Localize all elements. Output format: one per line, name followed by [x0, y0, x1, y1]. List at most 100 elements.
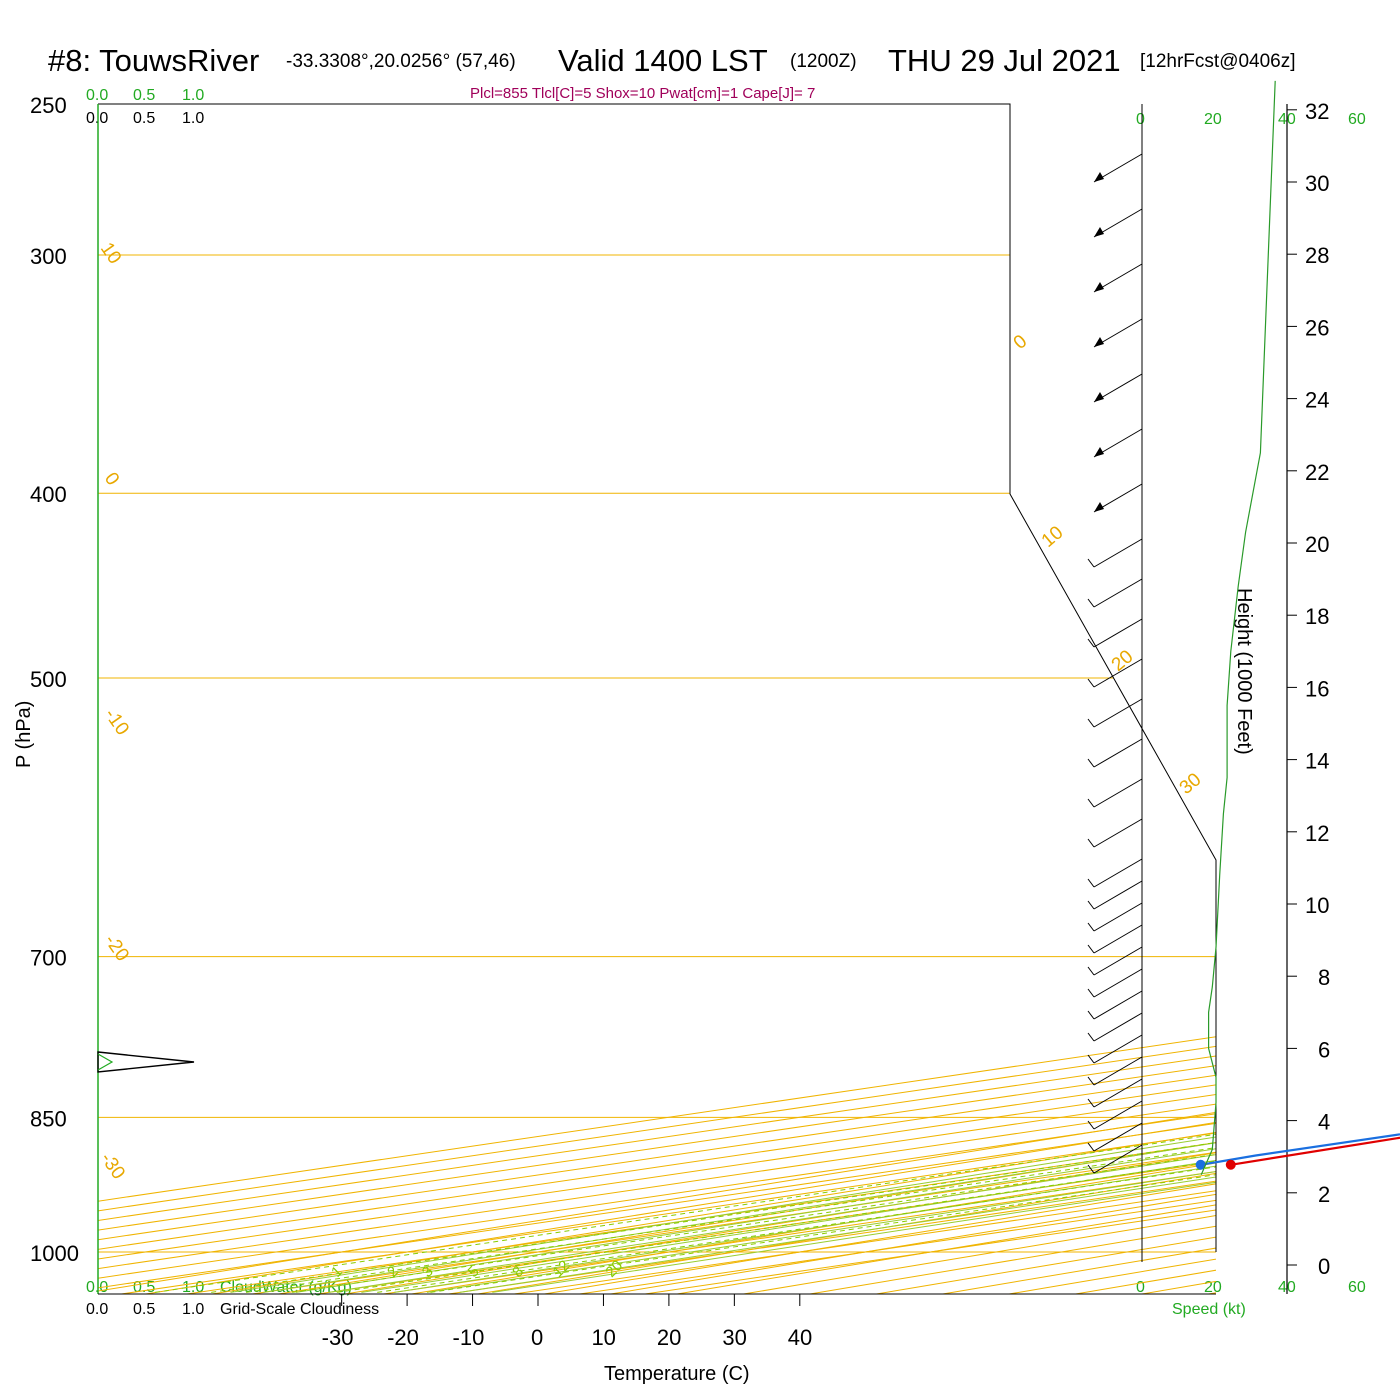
temperature-tick-label: -20: [387, 1325, 419, 1350]
diagram-border: [98, 103, 1217, 1252]
wind-barb-flag-icon: [1094, 447, 1104, 457]
bottom-cloudwater-tick-0: 0.0: [86, 1279, 108, 1296]
wind-barb-icon: [1093, 578, 1143, 608]
wind-barb-icon: [1093, 880, 1143, 910]
station-title: #8: TouwsRiver: [48, 43, 259, 78]
wind-barb-icon: [1093, 1078, 1143, 1108]
speed-top-tick-3: 60: [1348, 111, 1366, 128]
temperature-tick-label: 40: [788, 1325, 812, 1350]
dry-adiabat-line: [98, 104, 1216, 1294]
wind-barb-icon: [1093, 990, 1143, 1020]
top-cloudwater-tick-0: 0.0: [86, 87, 108, 104]
dry-adiabat-line: [98, 104, 1216, 1294]
isotherm-line: [98, 104, 1216, 1294]
isotherm-line: [98, 104, 1216, 1294]
mixing-ratio-line: [211, 492, 1216, 1293]
utc-time: (1200Z): [790, 51, 857, 72]
valid-date: THU 29 Jul 2021: [888, 43, 1121, 78]
isotherm-label: -30: [96, 1149, 129, 1184]
x-axis-title: Temperature (C): [604, 1363, 750, 1385]
isotherm-line: [98, 104, 1216, 1294]
wind-barb-feather-icon: [1087, 598, 1095, 608]
wind-barb-icon: [1093, 902, 1143, 932]
bottom-cloudiness-tick-1: 0.5: [133, 1301, 155, 1318]
temperature-tick-label: 30: [722, 1325, 746, 1350]
pressure-tick-label: 700: [30, 946, 67, 971]
temperature-tick-label: -30: [322, 1325, 354, 1350]
wind-barb-icon: [1093, 698, 1143, 728]
height-tick-label: 26: [1305, 315, 1329, 340]
temperature-tick-label: 0: [531, 1325, 543, 1350]
height-tick-label: 4: [1318, 1110, 1330, 1135]
wind-barb-feather-icon: [1087, 1054, 1095, 1064]
pressure-tick-label: 300: [30, 244, 67, 269]
dry-adiabat-line: [98, 104, 1216, 1294]
chart-generated-layer: 1 2 3 5 8 12 20100-10-20-300102030250300400500…: [30, 80, 1400, 1350]
temperature-tick-label: 10: [591, 1325, 615, 1350]
dry-adiabat-line: [98, 104, 1216, 1294]
mixing-ratio-line: [154, 492, 1216, 1293]
wind-barb-icon: [1093, 946, 1143, 976]
height-tick-label: 16: [1305, 676, 1329, 701]
station-coords: -33.3308°,20.0256° (57,46): [286, 51, 516, 72]
diagram-area: [98, 104, 1216, 1294]
wind-barb-feather-icon: [1087, 966, 1095, 976]
wind-barb-icon: [1093, 1100, 1143, 1130]
isotherm-label: 10: [96, 239, 125, 268]
wind-barb-icon: [1093, 1144, 1143, 1174]
height-tick-label: 2: [1318, 1182, 1330, 1207]
moist-adiabat-line: [361, 104, 1216, 1293]
wind-barb-icon: [1093, 968, 1143, 998]
isotherm-line: [98, 104, 1216, 1294]
cloudwater-indicator-icon: [97, 1053, 114, 1071]
mixing-ratio-line: [292, 492, 1216, 1293]
wind-barb-feather-icon: [1087, 558, 1095, 568]
pressure-tick-label: 850: [30, 1106, 67, 1131]
dewpoint-surface-marker: [1195, 1159, 1206, 1170]
cloudiness-label: Grid-Scale Cloudiness: [220, 1301, 379, 1318]
top-cloudwater-tick-2: 1.0: [182, 87, 204, 104]
dry-adiabat-line: [98, 104, 1216, 1294]
pressure-tick-label: 500: [30, 667, 67, 692]
right-isotherm-label: 20: [1108, 646, 1138, 676]
wind-barb-feather-icon: [1087, 878, 1095, 888]
wind-barb-feather-icon: [1087, 1032, 1095, 1042]
isotherm-line: [98, 104, 1216, 1294]
wind-barb-icon: [1093, 924, 1143, 954]
isotherm-line: [98, 104, 1216, 1294]
moist-adiabat-line: [492, 104, 1216, 1293]
mixing-ratio-line: [245, 492, 1216, 1293]
top-cloudiness-tick-2: 1.0: [182, 110, 204, 127]
speed-bottom-tick-1: 20: [1204, 1279, 1222, 1296]
pressure-tick-label: 400: [30, 482, 67, 507]
wind-barb-feather-icon: [1087, 758, 1095, 768]
wind-barb-feather-icon: [1087, 900, 1095, 910]
isotherm-line: [98, 104, 1216, 1294]
wind-barb-icon: [1093, 818, 1143, 848]
wind-barb-feather-icon: [1087, 798, 1095, 808]
wind-barb-flag-icon: [1094, 502, 1104, 512]
isotherm-line: [98, 104, 1216, 1294]
isotherm-line: [98, 104, 1216, 1294]
dry-adiabat-line: [98, 104, 1216, 1294]
wind-barb-feather-icon: [1087, 988, 1095, 998]
isotherm-label: -10: [100, 705, 133, 740]
dry-adiabat-line: [540, 104, 1216, 1294]
top-cloudiness-tick-1: 0.5: [133, 110, 155, 127]
bottom-cloudiness-tick-0: 0.0: [86, 1301, 108, 1318]
isotherm-line: [98, 104, 1216, 1294]
wind-barb-icon: [1093, 1034, 1143, 1064]
wind-barb-feather-icon: [1087, 1120, 1095, 1130]
height-tick-label: 28: [1305, 243, 1329, 268]
wind-barb-icon: [1093, 1122, 1143, 1152]
height-tick-label: 12: [1305, 821, 1329, 846]
right-isotherm-label: 10: [1038, 522, 1068, 552]
moist-adiabat-line: [230, 104, 1216, 1293]
forecast-info: [12hrFcst@0406z]: [1140, 51, 1296, 72]
isotherm-label: -20: [100, 931, 133, 966]
isotherm-line: [98, 104, 1216, 1294]
wind-barb-feather-icon: [1087, 1010, 1095, 1020]
isotherm-line: [98, 104, 1216, 1294]
height-tick-label: 20: [1305, 532, 1329, 557]
